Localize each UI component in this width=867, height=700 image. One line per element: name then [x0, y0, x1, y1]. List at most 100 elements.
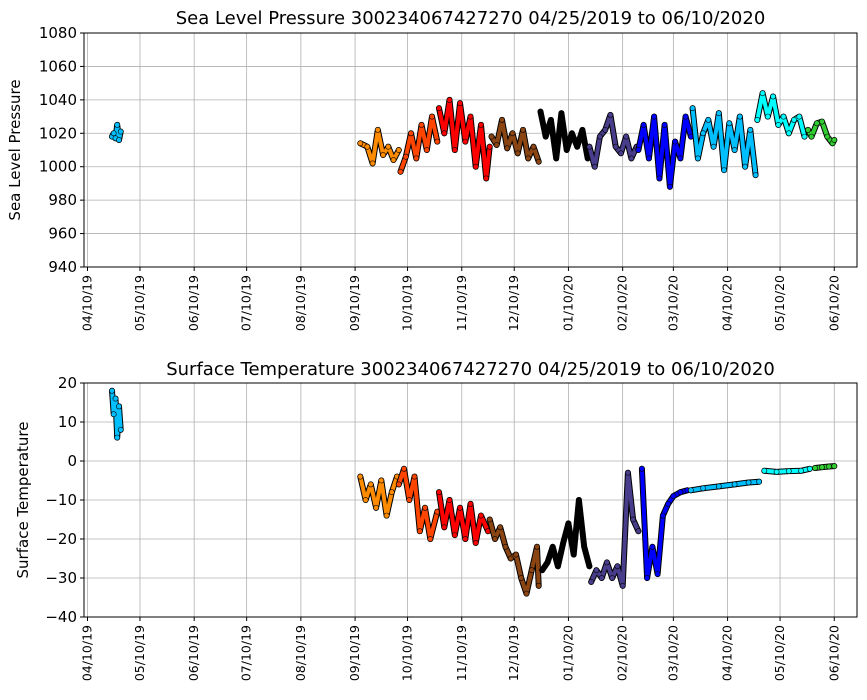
- data-point: [625, 469, 631, 476]
- x-tick-label: 05/10/19: [132, 275, 147, 331]
- data-point: [530, 143, 537, 150]
- data-point: [574, 143, 581, 150]
- x-tick-label: 01/10/20: [560, 275, 575, 331]
- data-point: [656, 175, 663, 182]
- data-point: [357, 140, 364, 147]
- data-point: [628, 155, 635, 162]
- data-point: [413, 155, 420, 162]
- data-point: [824, 133, 831, 140]
- data-point: [813, 120, 820, 127]
- data-point: [598, 575, 605, 581]
- data-point: [597, 133, 603, 140]
- x-tick-label: 11/10/19: [454, 275, 469, 331]
- data-point: [660, 512, 666, 519]
- data-point: [446, 497, 453, 503]
- data-point: [731, 481, 738, 488]
- data-point: [397, 168, 404, 175]
- data-point: [640, 122, 647, 128]
- data-point: [429, 113, 435, 120]
- data-point: [644, 575, 650, 581]
- chart-title: Sea Level Pressure 300234067427270 04/25…: [176, 8, 766, 29]
- x-tick-label: 06/10/19: [186, 275, 201, 331]
- data-point: [715, 110, 722, 117]
- x-tick-label: 12/10/19: [506, 275, 521, 331]
- x-tick-label: 10/10/19: [400, 625, 415, 681]
- data-point: [700, 485, 706, 492]
- series-line: [110, 388, 123, 440]
- series-line: [437, 490, 490, 545]
- data-point: [560, 540, 567, 546]
- y-tick-label: −30: [45, 569, 77, 587]
- y-tick-label: 980: [48, 191, 77, 209]
- data-point: [579, 126, 586, 133]
- y-tick-label: 20: [58, 374, 77, 392]
- data-point: [369, 160, 376, 167]
- y-tick-label: 0: [67, 452, 77, 470]
- y-tick-label: 1080: [39, 24, 77, 42]
- data-point: [682, 113, 689, 120]
- data-point: [520, 126, 526, 133]
- data-point: [390, 157, 397, 163]
- data-point: [364, 143, 371, 150]
- data-point: [619, 582, 626, 589]
- data-point: [436, 489, 442, 496]
- data-point: [752, 172, 759, 178]
- data-point: [831, 463, 838, 469]
- data-point: [604, 559, 610, 566]
- data-point: [446, 97, 453, 103]
- x-tick-label: 02/10/20: [615, 275, 630, 331]
- data-point: [418, 122, 425, 128]
- data-point: [586, 143, 593, 150]
- data-point: [539, 567, 546, 574]
- data-point: [422, 504, 428, 511]
- y-axis-label: Surface Temperature: [14, 422, 32, 579]
- data-point: [635, 147, 642, 153]
- data-point: [427, 536, 434, 542]
- data-point: [504, 145, 511, 152]
- chart-title: Surface Temperature 300234067427270 04/2…: [166, 359, 775, 380]
- data-point: [563, 147, 570, 153]
- data-point: [553, 155, 560, 162]
- data-point: [614, 563, 621, 570]
- data-point: [423, 147, 430, 153]
- data-point: [395, 147, 402, 153]
- data-point: [651, 113, 657, 120]
- data-point: [411, 473, 418, 480]
- data-point: [721, 167, 727, 173]
- x-tick-label: 07/10/19: [239, 275, 254, 331]
- data-point: [528, 567, 535, 574]
- data-point: [591, 163, 598, 170]
- data-point: [114, 122, 121, 128]
- data-point: [380, 152, 386, 158]
- x-tick-label: 01/10/20: [560, 625, 575, 681]
- data-point: [416, 528, 423, 535]
- y-tick-label: 1020: [39, 124, 77, 142]
- data-point: [612, 143, 619, 150]
- data-point: [609, 575, 616, 581]
- y-tick-label: 960: [48, 225, 77, 243]
- data-point: [395, 481, 402, 488]
- data-point: [726, 120, 733, 127]
- data-point: [630, 516, 636, 523]
- data-point: [116, 403, 122, 410]
- data-point: [700, 130, 706, 137]
- surface-temperature-chart: −40 −30 −20 −10 0 10 20 04/10/19 05/10/19 06/10/1…: [14, 359, 858, 681]
- data-point: [535, 582, 542, 589]
- data-point: [586, 563, 593, 570]
- data-point: [483, 175, 490, 182]
- data-point: [408, 130, 414, 137]
- data-point: [665, 500, 671, 507]
- data-point: [117, 426, 124, 433]
- data-point: [472, 540, 479, 546]
- data-point: [514, 150, 521, 157]
- data-point: [773, 468, 780, 475]
- x-tick-label: 05/10/19: [132, 625, 147, 681]
- y-tick-label: 1060: [39, 57, 77, 75]
- data-point: [670, 493, 677, 499]
- x-tick-label: 06/10/20: [826, 625, 841, 681]
- data-point: [618, 150, 624, 157]
- series-line: [538, 109, 590, 161]
- data-point: [826, 463, 832, 470]
- data-point: [654, 571, 661, 577]
